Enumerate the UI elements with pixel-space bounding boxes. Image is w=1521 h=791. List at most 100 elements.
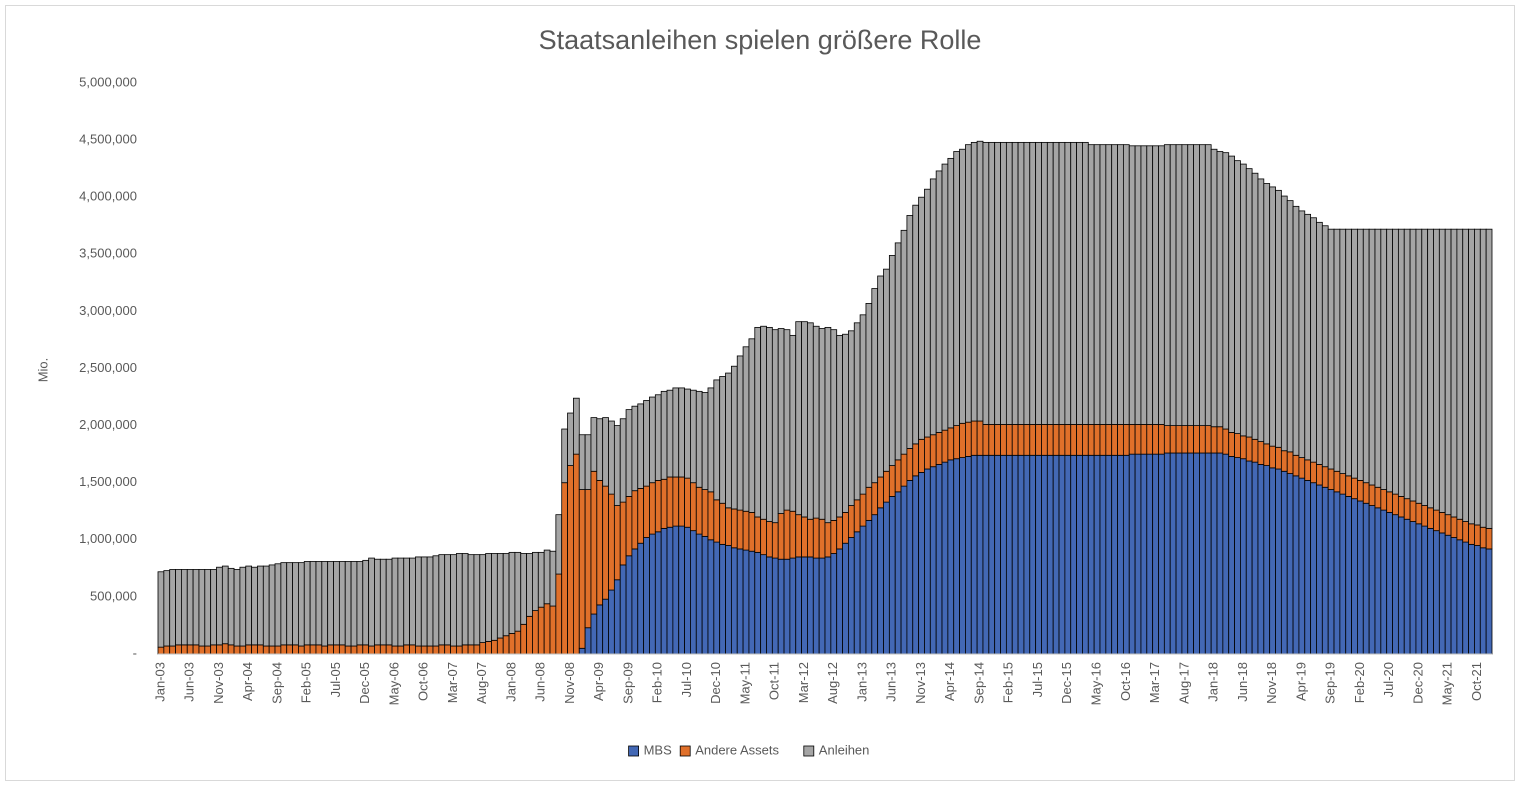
bar-segment — [432, 645, 440, 655]
bar-segment — [613, 505, 621, 581]
bar-segment — [374, 644, 381, 655]
bar-segment — [520, 553, 528, 625]
bar-segment — [1023, 141, 1031, 425]
bar-segment — [286, 562, 293, 646]
bar-segment — [526, 553, 533, 617]
bar-segment — [379, 558, 387, 646]
bar-segment — [1181, 452, 1189, 655]
bar-segment — [1041, 454, 1048, 655]
bar-segment — [713, 541, 721, 655]
x-tick-label: Jul-05 — [328, 662, 343, 697]
bar-segment — [1450, 537, 1458, 655]
bar-segment — [1251, 438, 1259, 463]
bar-segment — [818, 328, 826, 520]
bar-segment — [1321, 466, 1329, 488]
bar-segment — [1462, 541, 1469, 655]
bar-segment — [877, 275, 884, 478]
bar-segment — [204, 645, 212, 655]
bar-segment — [1046, 424, 1054, 456]
bar-segment — [684, 388, 691, 479]
bar-segment — [1029, 454, 1037, 655]
bar-segment — [748, 338, 756, 513]
legend-label: Andere Assets — [695, 742, 779, 757]
bar-segment — [157, 571, 165, 648]
x-tick-label: Jan-13 — [854, 662, 869, 702]
bar-segment — [608, 589, 615, 655]
bar-segment — [385, 558, 393, 646]
bar-segment — [1444, 228, 1452, 516]
bar-segment — [1163, 425, 1171, 454]
bar-segment — [1286, 473, 1294, 655]
bar-segment — [935, 170, 943, 433]
bar-segment — [1158, 145, 1165, 425]
x-tick-label: Mar-17 — [1147, 662, 1162, 703]
bar-segment — [573, 453, 580, 655]
bar-segment — [1333, 491, 1341, 655]
bar-segment — [508, 551, 516, 634]
bar-segment — [1005, 454, 1013, 655]
x-tick-label: Oct-11 — [767, 662, 782, 700]
bar-segment — [1082, 141, 1089, 425]
bar-segment — [777, 558, 785, 655]
bar-segment — [543, 603, 551, 655]
bar-segment — [221, 565, 229, 645]
bar-segment — [303, 644, 311, 655]
bar-segment — [1438, 532, 1446, 655]
bar-segment — [912, 204, 920, 445]
bar-segment — [1310, 482, 1317, 655]
bar-segment — [1427, 228, 1434, 509]
bar-segment — [280, 644, 288, 655]
bar-segment — [1082, 424, 1089, 456]
bar-segment — [1234, 457, 1241, 655]
bar-segment — [239, 566, 247, 647]
bar-segment — [1474, 524, 1481, 546]
bar-segment — [795, 556, 802, 655]
x-tick-label: Aug-12 — [825, 662, 840, 704]
bar-segment — [362, 559, 370, 646]
bar-segment — [596, 418, 604, 481]
bar-segment — [1474, 545, 1481, 655]
bar-segment — [356, 561, 364, 646]
x-tick-label: Oct-16 — [1118, 662, 1133, 701]
bar-segment — [1105, 144, 1113, 425]
bar-segment — [807, 518, 814, 558]
bar-segment — [1076, 141, 1083, 425]
bar-segment — [1310, 461, 1317, 484]
bar-segment — [1076, 424, 1083, 456]
bar-segment — [725, 507, 732, 546]
bar-segment — [1444, 534, 1452, 655]
bar-segment — [824, 522, 832, 558]
y-tick-label: 2,500,000 — [79, 360, 137, 375]
bar-segment — [1093, 144, 1101, 425]
bar-segment — [1286, 200, 1294, 453]
bar-segment — [251, 566, 258, 646]
bar-segment — [684, 526, 691, 655]
chart-title: Staatsanleihen spielen größere Rolle — [539, 25, 982, 55]
bar-segment — [420, 556, 428, 647]
bar-segment — [888, 465, 896, 497]
bar-segment — [479, 554, 487, 643]
bar-segment — [602, 598, 609, 655]
bar-segment — [181, 569, 188, 646]
bar-segment — [549, 550, 557, 607]
x-tick-label: Dec-20 — [1410, 662, 1425, 704]
bar-segment — [894, 491, 902, 655]
bar-segment — [1193, 452, 1200, 655]
bar-segment — [947, 157, 955, 429]
bar-segment — [637, 542, 645, 655]
bar-segment — [1070, 454, 1077, 655]
bar-segment — [777, 513, 785, 560]
bar-segment — [397, 645, 405, 655]
bar-segment — [877, 507, 884, 655]
x-tick-label: Dec-15 — [1059, 662, 1074, 704]
x-tick-label: Jun-13 — [884, 662, 899, 702]
y-tick-label: 3,500,000 — [79, 246, 137, 261]
bar-segment — [1005, 424, 1013, 456]
bar-segment — [654, 394, 662, 481]
bar-segment — [567, 465, 574, 655]
bar-segment — [836, 516, 843, 550]
bar-segment — [1292, 205, 1300, 456]
bar-segment — [672, 476, 680, 527]
bar-segment — [1357, 228, 1364, 481]
